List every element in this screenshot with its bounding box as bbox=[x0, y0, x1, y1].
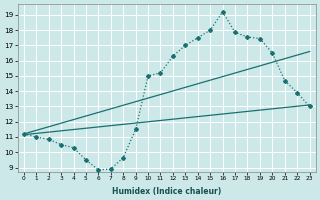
X-axis label: Humidex (Indice chaleur): Humidex (Indice chaleur) bbox=[112, 187, 221, 196]
